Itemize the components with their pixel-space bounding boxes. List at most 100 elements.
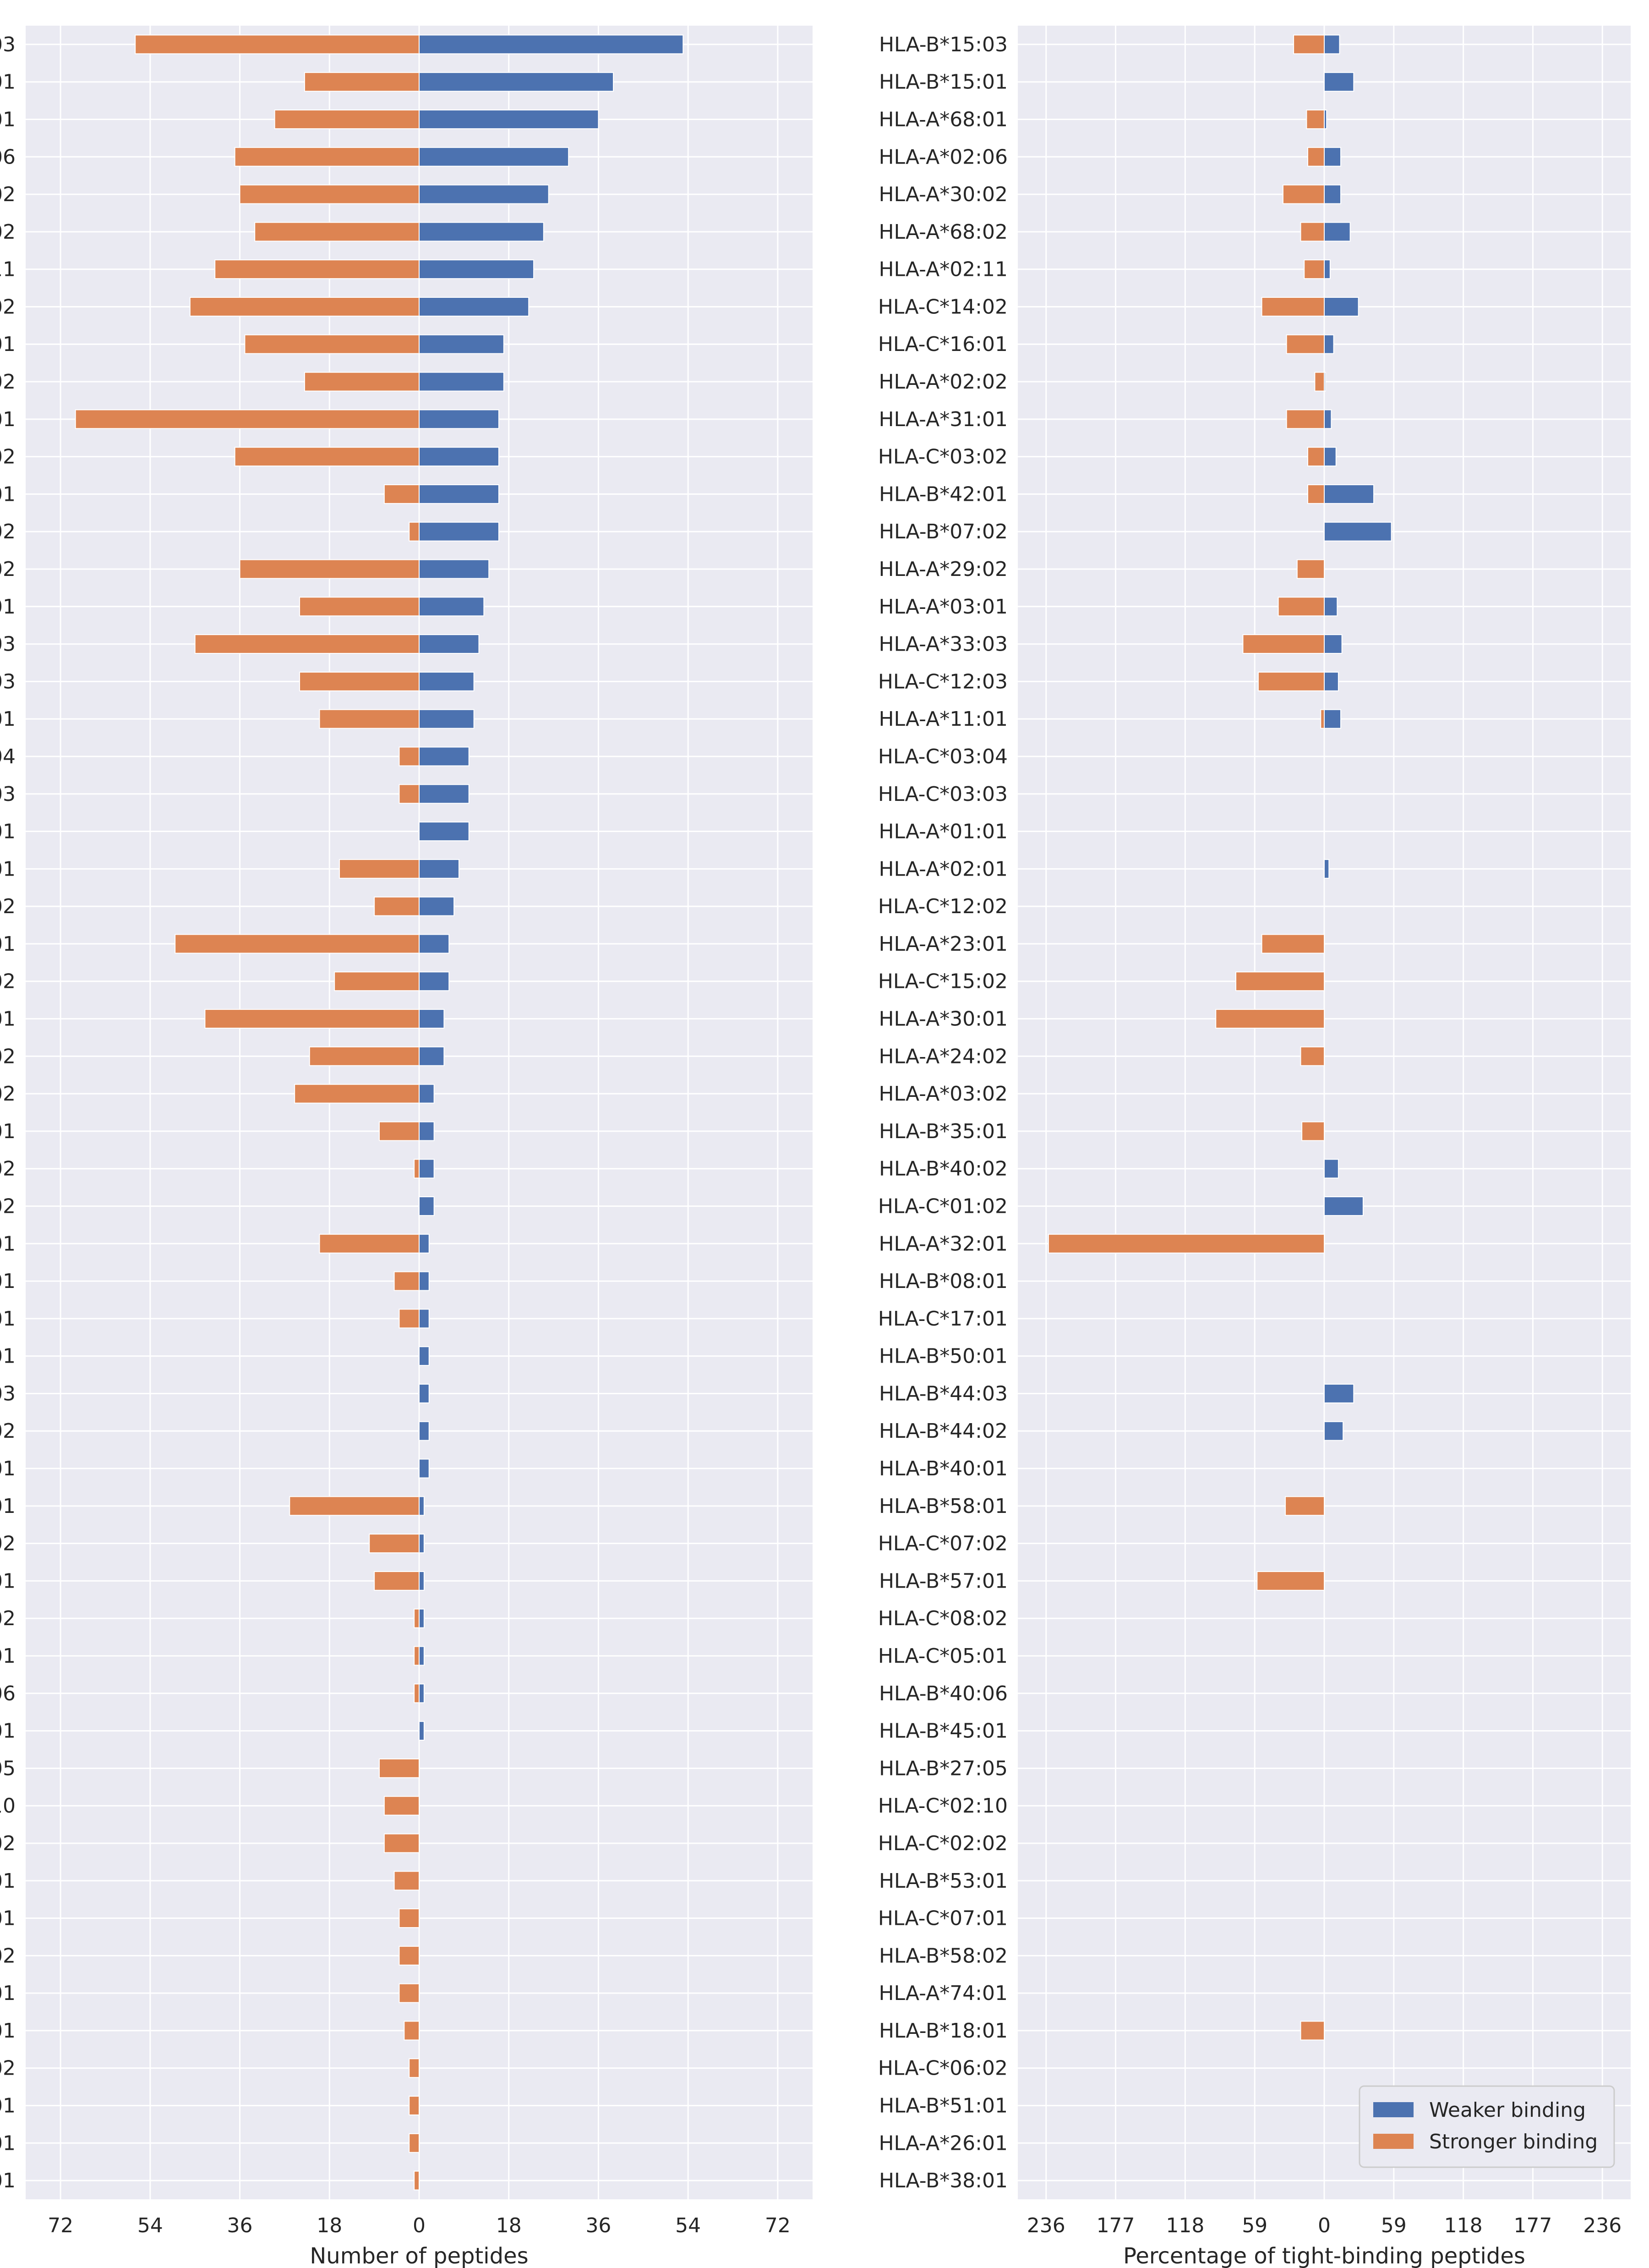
category-label-count: HLA-C*01:02 [0,1194,16,1218]
bar-stronger-binding [175,934,420,954]
category-label-count: HLA-C*15:02 [0,970,16,993]
bar-stronger-binding [369,1534,420,1554]
category-label-percent: HLA-A*30:01 [879,1008,1008,1031]
right-panel-percentage-tight-binding: 236 177 118 59 0 59 118 177 236 HLA-B*15:03 HLA-B*… [878,26,1631,2268]
bar-weaker-binding [419,521,499,542]
category-label-count: HLA-C*08:02 [0,1607,16,1630]
bar-stronger-binding [1296,559,1325,579]
category-label-percent: HLA-A*23:01 [879,932,1008,956]
bar-stronger-binding [289,1496,420,1516]
bar-stronger-binding [294,1084,420,1104]
category-label-count: HLA-A*30:02 [0,183,16,206]
legend-swatch-weaker [1373,2102,1414,2117]
category-label-count: HLA-C*07:01 [0,1907,16,1930]
category-label-percent: HLA-B*18:01 [879,2019,1008,2043]
category-label-percent: HLA-B*45:01 [879,1720,1008,1743]
bar-weaker-binding [1324,447,1337,467]
x-tick-label-count: 36 [227,2214,253,2237]
category-label-count: HLA-C*07:02 [0,1532,16,1556]
category-label-count: HLA-A*11:01 [0,707,16,731]
bar-stronger-binding [399,746,420,767]
category-label-percent: HLA-B*53:01 [879,1869,1008,1893]
category-label-count: HLA-B*53:01 [0,1869,16,1893]
bar-weaker-binding [419,597,485,617]
category-label-percent: HLA-A*24:02 [879,1045,1008,1068]
bar-stronger-binding [299,597,420,617]
category-label-percent: HLA-B*44:02 [879,1419,1008,1443]
bar-stronger-binding [409,2058,420,2078]
category-label-percent: HLA-A*03:01 [879,595,1008,619]
legend-swatch-stronger [1373,2134,1414,2149]
category-label-percent: HLA-B*15:03 [879,33,1008,56]
bar-stronger-binding [304,372,420,392]
category-label-percent: HLA-B*50:01 [879,1345,1008,1368]
bar-stronger-binding [1320,709,1325,729]
category-label-percent: HLA-A*68:02 [879,220,1008,244]
category-label-count: HLA-A*33:03 [0,633,16,656]
category-label-percent: HLA-B*42:01 [879,482,1008,506]
category-label-percent: HLA-C*06:02 [878,2057,1008,2080]
bar-weaker-binding [419,1458,430,1479]
category-label-count: HLA-A*68:02 [0,220,16,244]
bar-stronger-binding [1257,671,1325,691]
category-label-percent: HLA-C*16:01 [878,333,1008,356]
legend-label-stronger: Stronger binding [1429,2130,1598,2153]
bar-weaker-binding [419,1046,445,1066]
bar-weaker-binding [419,1721,425,1741]
bar-weaker-binding [419,971,450,992]
bar-stronger-binding [234,147,420,167]
category-label-count: HLA-A*03:01 [0,595,16,619]
category-label-count: HLA-B*27:05 [0,1757,16,1780]
bar-stronger-binding [1282,184,1325,204]
bar-stronger-binding [299,671,420,691]
category-label-count: HLA-C*02:10 [0,1794,16,1818]
bar-stronger-binding [383,1796,420,1816]
bar-stronger-binding [399,1983,420,2003]
bar-stronger-binding [1300,2021,1325,2041]
category-label-percent: HLA-C*14:02 [878,295,1008,318]
x-tick-label-count: 18 [317,2214,342,2237]
category-label-percent: HLA-C*03:03 [878,783,1008,806]
bar-weaker-binding [419,1121,435,1141]
category-label-count: HLA-A*26:01 [0,2131,16,2155]
category-label-percent: HLA-B*40:02 [879,1157,1008,1181]
bar-stronger-binding [339,859,420,879]
bar-weaker-binding [1324,1421,1344,1441]
bar-stronger-binding [1256,1571,1325,1591]
category-label-count: HLA-C*17:01 [0,1307,16,1331]
category-label-count: HLA-C*14:02 [0,295,16,318]
bar-stronger-binding [374,896,420,916]
category-label-count: HLA-B*57:01 [0,1569,16,1593]
bar-weaker-binding [419,746,470,767]
bar-weaker-binding [419,1421,430,1441]
bar-weaker-binding [419,1608,425,1628]
legend: Weaker binding Stronger binding [1359,2085,1615,2168]
bar-stronger-binding [1307,447,1325,467]
bar-weaker-binding [419,297,530,317]
x-tick-label-count: 0 [413,2214,426,2237]
bar-stronger-binding [1293,34,1325,55]
bar-stronger-binding [414,1608,420,1628]
bar-weaker-binding [419,1646,425,1666]
category-label-count: HLA-A*23:01 [0,932,16,956]
bar-weaker-binding [419,334,504,354]
bar-stronger-binding [304,72,420,92]
bar-weaker-binding [1324,484,1375,504]
bar-weaker-binding [419,1084,435,1104]
category-label-percent: HLA-C*03:04 [878,745,1008,768]
bar-weaker-binding [419,259,535,279]
category-label-percent: HLA-A*33:03 [879,633,1008,656]
bar-weaker-binding [1324,521,1392,542]
category-label-count: HLA-C*03:04 [0,745,16,768]
bar-stronger-binding [239,184,420,204]
category-label-percent: HLA-B*35:01 [879,1120,1008,1143]
category-label-count: HLA-B*40:06 [0,1682,16,1705]
bar-weaker-binding [1324,222,1351,242]
bar-stronger-binding [1235,971,1325,992]
bar-weaker-binding [1324,1159,1339,1179]
bar-weaker-binding [419,559,490,579]
bar-stronger-binding [135,34,420,55]
category-label-percent: HLA-B*58:01 [879,1495,1008,1518]
x-tick-label-count: 72 [765,2214,791,2237]
